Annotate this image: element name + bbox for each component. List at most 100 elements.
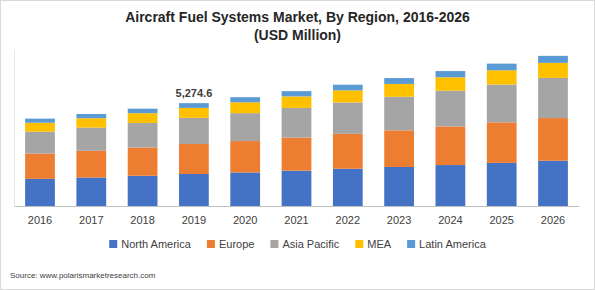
bar-segment: [538, 56, 568, 63]
chart: Aircraft Fuel Systems Market, By Region,…: [0, 0, 595, 290]
x-tick-label: 2026: [541, 214, 565, 226]
bar-segment: [230, 172, 260, 206]
bar-segment: [282, 171, 312, 206]
source: Source: www.polarismarketresearch.com: [10, 271, 156, 280]
bar-segment: [538, 118, 568, 161]
x-axis: 2016 2017 2018 2019 2020 2021 2022 2023 2024 2025…: [15, 206, 579, 226]
legend-label: Asia Pacific: [282, 238, 339, 250]
x-tick: 2020: [233, 206, 257, 226]
bar-segment: [282, 108, 312, 138]
bar-segment: [384, 130, 414, 167]
x-tick: 2018: [130, 206, 154, 226]
bar-segment: [384, 97, 414, 131]
bar-segment: [128, 109, 158, 113]
bars: [25, 56, 568, 206]
bar-segment: [333, 134, 363, 169]
annotation: 5,274.6: [176, 87, 213, 99]
legend-label: MEA: [367, 238, 392, 250]
bar-segment: [128, 176, 158, 206]
bar-segment: [487, 70, 517, 84]
bar-segment: [230, 97, 260, 102]
bar-segment: [128, 123, 158, 148]
x-tick-label: 2021: [284, 214, 308, 226]
x-tick-label: 2018: [130, 214, 154, 226]
x-tick: 2021: [284, 206, 308, 226]
bar-segment: [436, 126, 466, 165]
y-axis-line: [14, 51, 15, 207]
legend-swatch: [207, 240, 215, 248]
title: Aircraft Fuel Systems Market, By Region,…: [125, 9, 470, 25]
bar-segment: [128, 113, 158, 123]
bar-segment: [76, 178, 106, 206]
legend-item: Latin America: [407, 238, 487, 250]
bar-segment: [76, 128, 106, 151]
bar-segment: [179, 118, 209, 144]
x-tick: 2023: [387, 206, 411, 226]
bar-segment: [230, 141, 260, 172]
bar-segment: [333, 90, 363, 102]
x-tick-label: 2024: [438, 214, 462, 226]
legend: North America Europe Asia Pacific MEA Latin …: [109, 238, 486, 250]
bar-segment: [333, 85, 363, 91]
x-tick-label: 2020: [233, 214, 257, 226]
bar-segment: [25, 179, 55, 206]
x-tick: 2016: [28, 206, 52, 226]
bar-segment: [384, 78, 414, 84]
bar-segment: [230, 102, 260, 113]
x-tick-label: 2016: [28, 214, 52, 226]
legend-swatch: [407, 240, 415, 248]
legend-swatch: [355, 240, 363, 248]
bar-segment: [179, 108, 209, 118]
bar-segment: [230, 113, 260, 141]
y-axis: [14, 51, 15, 207]
x-tick-label: 2017: [79, 214, 103, 226]
bar-segment: [76, 151, 106, 178]
bar-segment: [128, 148, 158, 176]
legend-item: Europe: [207, 238, 254, 250]
legend-item: Asia Pacific: [270, 238, 339, 250]
bar-segment: [76, 114, 106, 118]
bar-segment: [436, 77, 466, 90]
x-tick-label: 2019: [182, 214, 206, 226]
bar-segment: [538, 161, 568, 206]
x-tick-label: 2022: [336, 214, 360, 226]
legend-swatch: [270, 240, 278, 248]
legend-label: Latin America: [419, 238, 487, 250]
legend-label: Europe: [219, 238, 254, 250]
bar-segment: [25, 154, 55, 179]
bar-segment: [179, 144, 209, 174]
bar-segment: [282, 91, 312, 96]
x-tick: 2026: [541, 206, 565, 226]
bar-segment: [436, 165, 466, 206]
x-tick: 2025: [489, 206, 513, 226]
bar-segment: [333, 169, 363, 206]
bar-segment: [487, 64, 517, 71]
legend-label: North America: [121, 238, 192, 250]
bar-segment: [25, 119, 55, 123]
legend-item: MEA: [355, 238, 392, 250]
bar-segment: [487, 122, 517, 163]
bar-segment: [384, 167, 414, 206]
bar-segment: [179, 103, 209, 108]
bar-segment: [333, 102, 363, 133]
x-axis-line: [15, 206, 579, 207]
x-tick-label: 2023: [387, 214, 411, 226]
bar-segment: [25, 123, 55, 132]
bar-segment: [25, 132, 55, 154]
bar-segment: [487, 163, 517, 206]
x-tick: 2017: [79, 206, 103, 226]
legend-swatch: [109, 240, 117, 248]
bar-segment: [282, 138, 312, 171]
bar-segment: [436, 91, 466, 127]
bar-segment: [436, 71, 466, 77]
legend-item: North America: [109, 238, 192, 250]
subtitle: (USD Million): [254, 27, 341, 43]
bar-segment: [76, 118, 106, 127]
x-tick: 2024: [438, 206, 462, 226]
bar-segment: [282, 96, 312, 108]
bar-segment: [384, 84, 414, 97]
bar-segment: [487, 85, 517, 123]
chart-frame: [1, 1, 595, 290]
x-tick: 2022: [336, 206, 360, 226]
bar-segment: [538, 78, 568, 118]
